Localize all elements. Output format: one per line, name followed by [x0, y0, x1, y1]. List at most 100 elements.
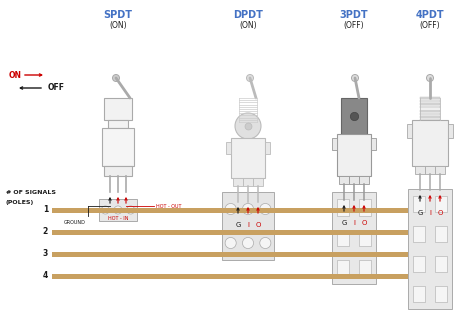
Text: O: O [361, 220, 367, 226]
Circle shape [243, 203, 254, 215]
Bar [420, 113, 440, 115]
Bar [359, 230, 371, 246]
Bar [413, 286, 425, 302]
Circle shape [112, 75, 119, 82]
Bar [359, 260, 371, 277]
Bar [226, 142, 231, 154]
Text: OFF: OFF [48, 83, 65, 93]
Bar [359, 199, 371, 216]
Bar [420, 119, 440, 121]
Text: O: O [438, 210, 443, 216]
Text: # OF SIGNALS: # OF SIGNALS [6, 190, 56, 195]
Text: I: I [247, 222, 249, 228]
Bar [337, 230, 349, 246]
Text: (ON): (ON) [109, 21, 127, 30]
Bar [52, 208, 99, 213]
Bar [231, 138, 265, 178]
Text: 3: 3 [43, 249, 48, 259]
Text: 3PDT: 3PDT [340, 10, 368, 20]
Bar [425, 166, 435, 174]
Text: HOT - IN: HOT - IN [108, 216, 128, 221]
Bar [448, 124, 453, 138]
Bar [359, 176, 369, 184]
Circle shape [235, 113, 261, 139]
Bar [104, 98, 132, 120]
Text: (OFF): (OFF) [344, 21, 365, 30]
Text: G: G [417, 210, 423, 216]
Text: 4PDT: 4PDT [416, 10, 444, 20]
Bar [435, 286, 447, 302]
Text: G: G [341, 220, 346, 226]
Circle shape [260, 237, 271, 248]
Bar [413, 196, 425, 212]
Bar [102, 128, 134, 166]
Bar [420, 110, 440, 111]
Circle shape [225, 237, 236, 248]
Text: I: I [429, 210, 431, 216]
Circle shape [127, 206, 135, 214]
Text: ON: ON [9, 70, 22, 80]
Bar [420, 116, 440, 118]
Circle shape [243, 237, 254, 248]
Text: (ON): (ON) [239, 21, 257, 30]
Bar [52, 230, 408, 235]
Text: (OFF): (OFF) [419, 21, 440, 30]
Bar [332, 138, 337, 150]
Bar [108, 120, 128, 128]
Circle shape [246, 75, 254, 82]
Bar [332, 192, 376, 284]
Bar [104, 166, 132, 176]
Bar [420, 106, 440, 109]
Text: G: G [235, 222, 241, 228]
Bar [407, 124, 412, 138]
Bar [415, 166, 425, 174]
Text: 2: 2 [43, 228, 48, 236]
Bar [371, 138, 376, 150]
Bar [52, 274, 408, 279]
Bar [435, 226, 447, 242]
Bar [52, 208, 222, 213]
Text: GROUND: GROUND [64, 220, 86, 225]
Bar [222, 192, 274, 260]
Circle shape [260, 203, 271, 215]
Circle shape [427, 75, 434, 82]
Bar [413, 226, 425, 242]
Bar [337, 199, 349, 216]
Text: (POLES): (POLES) [6, 200, 34, 205]
Bar [435, 256, 447, 272]
Bar [349, 176, 359, 184]
Text: 1: 1 [43, 205, 48, 215]
Bar [52, 230, 332, 235]
Bar [341, 98, 367, 134]
Bar [420, 103, 440, 105]
Bar [52, 208, 332, 213]
Bar [435, 196, 447, 212]
Bar [339, 176, 349, 184]
Text: O: O [255, 222, 261, 228]
Circle shape [114, 206, 122, 214]
Circle shape [225, 203, 236, 215]
Bar [420, 100, 440, 102]
Text: SPDT: SPDT [103, 10, 133, 20]
Bar [52, 252, 408, 257]
Bar [413, 256, 425, 272]
Text: DPDT: DPDT [233, 10, 263, 20]
Bar [253, 178, 263, 186]
Bar [265, 142, 270, 154]
Bar [435, 166, 445, 174]
Bar [420, 97, 440, 99]
Text: HOT - OUT: HOT - OUT [156, 203, 182, 209]
Text: 4: 4 [43, 272, 48, 280]
Bar [52, 252, 332, 257]
Bar [243, 178, 253, 186]
Bar [337, 260, 349, 277]
Text: I: I [353, 220, 355, 226]
Bar [408, 189, 452, 309]
Bar [99, 199, 137, 221]
Bar [52, 208, 408, 213]
Bar [412, 120, 448, 166]
Circle shape [352, 75, 358, 82]
Circle shape [101, 206, 109, 214]
Bar [233, 178, 243, 186]
Bar [337, 134, 371, 176]
